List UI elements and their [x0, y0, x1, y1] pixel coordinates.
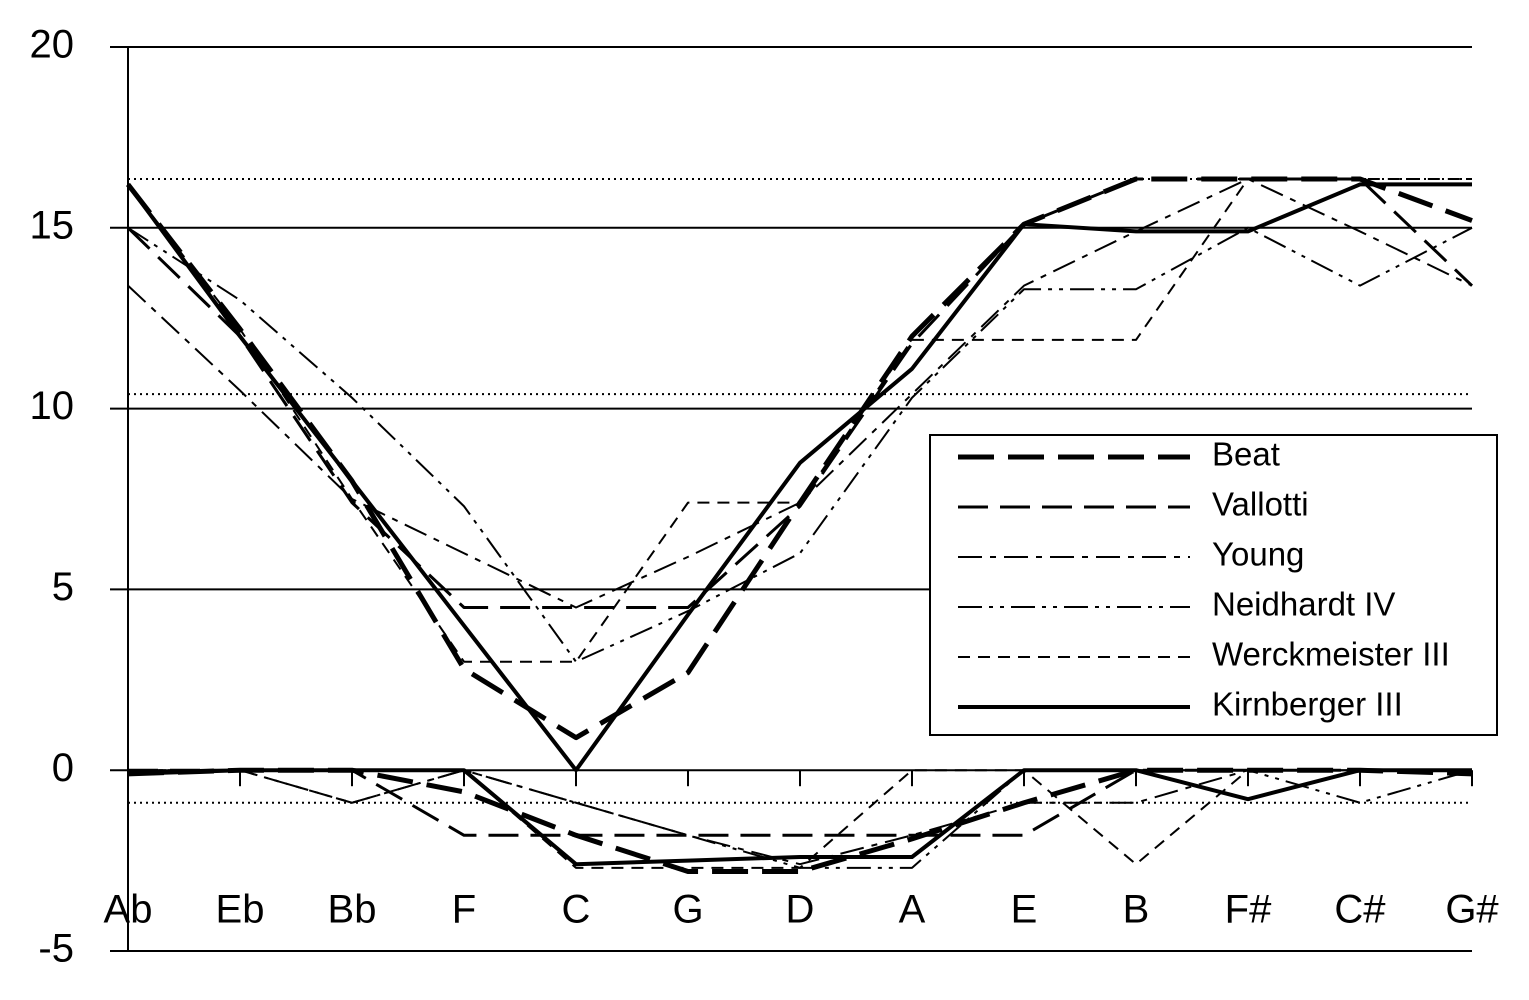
series-line [127, 226, 1473, 663]
series-line [127, 177, 1472, 663]
x-tick-label: Ab [104, 888, 153, 932]
legend-box [929, 434, 1498, 736]
legend-label: Young [1212, 536, 1304, 573]
x-tick-label: Bb [328, 888, 377, 932]
series-line [126, 182, 1472, 773]
legend-label: Beat [1212, 436, 1280, 473]
y-tick-label: 10 [30, 384, 75, 428]
y-tick-label: 15 [30, 203, 75, 247]
x-tick-label: Eb [216, 888, 265, 932]
x-tick-label: C# [1334, 888, 1386, 932]
x-tick-label: A [899, 888, 926, 932]
y-tick-label: 20 [30, 23, 75, 67]
legend-label: Vallotti [1212, 486, 1309, 523]
y-tick-label: -5 [38, 927, 74, 971]
x-tick-label: F# [1225, 888, 1272, 932]
x-tick-label: G [672, 888, 703, 932]
x-tick-label: E [1011, 888, 1038, 932]
y-tick-label: 5 [52, 565, 74, 609]
x-tick-label: G# [1445, 888, 1499, 932]
x-tick-label: B [1123, 888, 1150, 932]
y-tick-label: 0 [52, 746, 74, 790]
legend-label: Werckmeister III [1212, 636, 1450, 673]
legend-label: Kirnberger III [1212, 686, 1403, 723]
x-tick-label: F [452, 888, 476, 932]
x-tick-label: C [562, 888, 591, 932]
series-line [127, 768, 1472, 867]
legend-label: Neidhardt IV [1212, 586, 1395, 623]
x-tick-label: D [786, 888, 815, 932]
legend: Beat Vallotti Young Neidhardt IV Werckmeiste… [929, 434, 1498, 736]
